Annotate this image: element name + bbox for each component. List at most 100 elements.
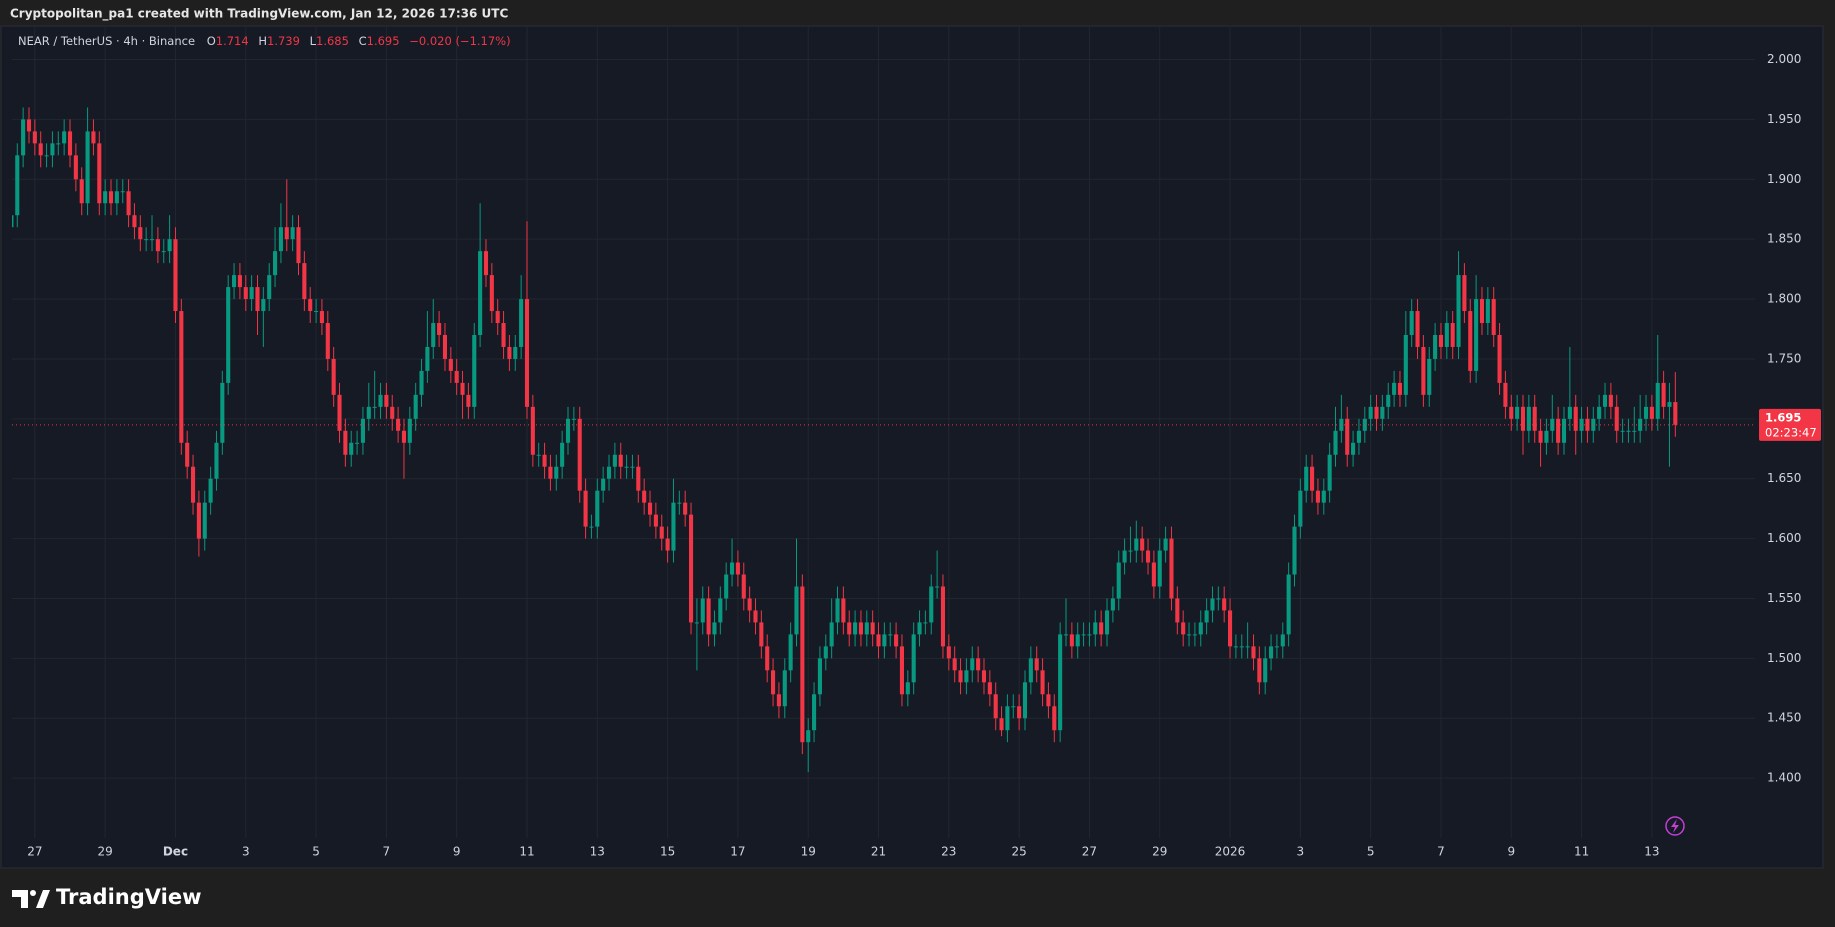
candle-body xyxy=(1069,634,1074,647)
candle-body xyxy=(630,466,635,468)
x-tick-label: 13 xyxy=(590,845,605,859)
candle-body xyxy=(642,490,647,503)
x-tick-label: 7 xyxy=(383,845,391,859)
candle-body xyxy=(1479,299,1485,324)
candle-body xyxy=(993,694,998,719)
y-tick-label: 1.950 xyxy=(1767,112,1801,126)
ohlc-letter: O xyxy=(207,34,216,48)
alert-icon[interactable] xyxy=(1665,816,1685,836)
candle-body xyxy=(1304,466,1309,491)
candle-body xyxy=(448,358,453,371)
candle-body xyxy=(1028,658,1033,683)
candle-body xyxy=(958,670,963,683)
candle-body xyxy=(255,287,260,312)
candle-body xyxy=(724,574,729,599)
candle-body xyxy=(712,622,717,635)
ohlc-letter: H xyxy=(258,34,267,48)
candle-body xyxy=(1204,610,1209,623)
x-tick-label: 5 xyxy=(1367,845,1375,859)
x-tick-label: 15 xyxy=(660,845,675,859)
candle-body xyxy=(372,406,377,408)
candle-body xyxy=(108,191,114,204)
candle-body xyxy=(1409,311,1414,335)
candle-body xyxy=(1626,430,1631,432)
candle-body xyxy=(1392,382,1397,395)
candle-body xyxy=(1456,275,1461,347)
candle-body xyxy=(1286,574,1291,635)
candle-body xyxy=(706,598,711,635)
candle-body xyxy=(1579,418,1584,431)
candle-body xyxy=(1222,598,1227,611)
candle-body xyxy=(296,227,301,264)
x-tick-label: 29 xyxy=(1152,845,1167,859)
candle-body xyxy=(1403,334,1408,395)
candle-body xyxy=(478,251,483,335)
candle-body xyxy=(1368,406,1373,419)
candle-body xyxy=(606,466,612,479)
candle-body xyxy=(314,311,319,313)
y-tick-label: 1.600 xyxy=(1767,531,1801,545)
candle-body xyxy=(1321,490,1326,503)
candle-body xyxy=(126,191,131,216)
candle-body xyxy=(1175,598,1180,623)
candle-body xyxy=(577,418,582,491)
candle-body xyxy=(1620,430,1625,432)
y-tick-label: 1.400 xyxy=(1767,771,1801,785)
candle-body xyxy=(794,586,799,635)
alert-icon-bolt xyxy=(1671,819,1679,833)
candle-body xyxy=(1233,646,1238,648)
candle-body xyxy=(923,622,928,624)
x-tick-label: 11 xyxy=(1574,845,1589,859)
candle-body xyxy=(835,598,840,623)
candle-body xyxy=(1122,550,1127,563)
candle-body xyxy=(946,646,951,659)
candle-body xyxy=(1280,634,1285,647)
candle-body xyxy=(1140,538,1145,551)
candle-body xyxy=(425,346,430,371)
plot xyxy=(12,107,1755,773)
candle-body xyxy=(1591,418,1596,431)
candle-body xyxy=(483,251,489,276)
candle-body xyxy=(1227,610,1233,647)
candle-body xyxy=(1022,682,1028,719)
candle-body xyxy=(671,502,676,551)
candle-body xyxy=(888,634,893,636)
candle-body xyxy=(735,562,740,575)
candle-body xyxy=(495,311,500,324)
candle-body xyxy=(114,191,119,204)
x-tick-label: 23 xyxy=(941,845,956,859)
candle-body xyxy=(1561,418,1567,443)
candle-body xyxy=(759,622,764,647)
candle-body xyxy=(249,287,254,300)
candle-body xyxy=(1216,598,1221,600)
candle-body xyxy=(489,275,494,312)
candle-body xyxy=(1573,406,1578,431)
y-tick-label: 1.800 xyxy=(1767,292,1801,306)
y-tick-label: 1.900 xyxy=(1767,172,1801,186)
candle-body xyxy=(1427,358,1432,395)
candle-body xyxy=(442,334,448,359)
candle-body xyxy=(530,406,535,455)
candle-body xyxy=(38,143,43,156)
x-tick-label: 5 xyxy=(312,845,320,859)
candle-body xyxy=(208,478,213,503)
candle-body xyxy=(161,251,166,253)
candle-body xyxy=(1655,382,1660,419)
candle-body xyxy=(56,143,61,145)
candle-body xyxy=(771,670,776,695)
candle-body xyxy=(1356,430,1361,443)
candle-body xyxy=(226,287,231,383)
candle-body xyxy=(79,179,84,204)
candle-body xyxy=(1310,466,1315,491)
candle-body xyxy=(905,682,910,695)
price-tag-label: 1.695 xyxy=(1765,410,1801,424)
candle-body xyxy=(1649,406,1654,419)
candle-body xyxy=(302,263,307,300)
candle-body xyxy=(741,574,746,599)
candle-body xyxy=(1151,562,1156,587)
x-tick-label: 25 xyxy=(1011,845,1026,859)
candle-body xyxy=(103,191,108,204)
candle-body xyxy=(407,418,412,443)
candle-body xyxy=(618,454,623,467)
header: Cryptopolitan_pa1 created with TradingVi… xyxy=(10,7,508,22)
